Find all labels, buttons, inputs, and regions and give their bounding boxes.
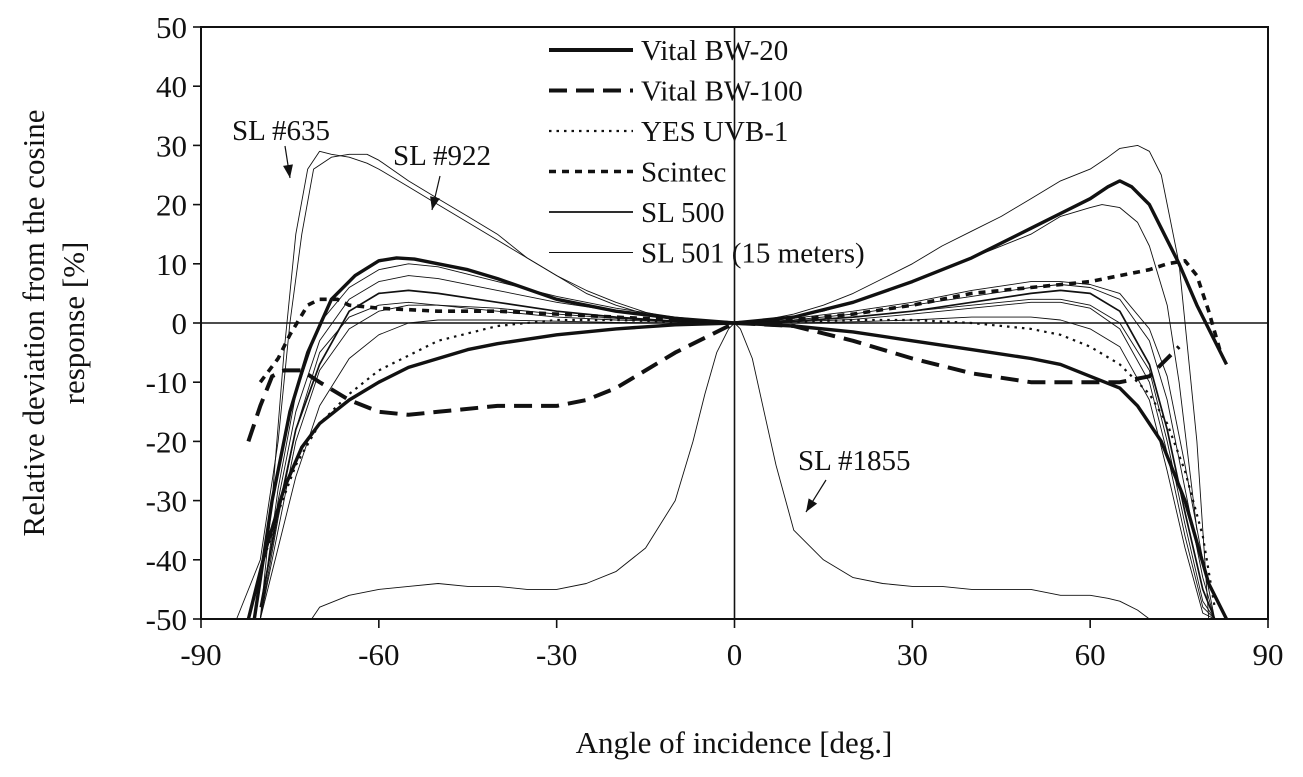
x-tick-label: 30 [897, 637, 928, 672]
annotation-arrowhead-0 [283, 164, 293, 178]
y-tick-label: -40 [146, 543, 187, 578]
y-tick-label: -10 [146, 365, 187, 400]
series-line-13 [311, 322, 1150, 619]
series-line-5 [259, 298, 1216, 619]
series-line-8 [259, 263, 1216, 619]
y-tick-label: -50 [146, 602, 187, 637]
x-tick-label: -90 [180, 637, 221, 672]
legend: Vital BW-20 Vital BW-100 YES UVB-1 Scintec S… [549, 35, 865, 270]
series-line-12 [259, 150, 1198, 619]
x-tick-label: 60 [1075, 637, 1106, 672]
annotation-label-1: SL #922 [393, 140, 491, 172]
series-line-7 [259, 301, 1216, 619]
series-line-1 [246, 321, 1181, 443]
y-tick-label: 20 [156, 188, 187, 223]
y-axis-label-line2: response [%] [56, 242, 91, 405]
annotations: SL #635 SL #922 SL #1855 [232, 115, 911, 513]
legend-label-1: Vital BW-100 [641, 76, 803, 108]
annotation-arrowhead-2 [806, 498, 818, 512]
legend-label-2: YES UVB-1 [641, 116, 788, 148]
annotation-label-2: SL #1855 [798, 445, 911, 477]
series-line-9 [259, 316, 1215, 619]
annotation-label-0: SL #635 [232, 115, 330, 147]
x-tick-label: -60 [358, 637, 399, 672]
x-axis-label: Angle of incidence [deg.] [576, 725, 893, 760]
series-line-0 [246, 321, 1229, 619]
annotation-arrowhead-1 [430, 196, 440, 210]
legend-label-3: Scintec [641, 157, 726, 189]
y-tick-label: 40 [156, 69, 187, 104]
x-tick-label: 0 [727, 637, 743, 672]
series-layer [236, 144, 1229, 619]
y-tick-label: 0 [172, 306, 188, 341]
ticks: -90 -60 -30 0 30 60 90 -50 -40 -30 -20 -10 0 10 20 30 40… [146, 10, 1284, 672]
legend-label-5: SL 501 (15 meters) [641, 238, 865, 270]
y-axis-label-line1: Relative deviation from the cosine [16, 110, 51, 537]
y-tick-label: 30 [156, 128, 187, 163]
series-line-6 [259, 275, 1216, 619]
x-tick-label: 90 [1253, 637, 1284, 672]
y-tick-label: -20 [146, 424, 187, 459]
series-line-11 [236, 144, 1210, 619]
y-tick-label: -30 [146, 484, 187, 519]
x-tick-label: -30 [536, 637, 577, 672]
legend-label-0: Vital BW-20 [641, 35, 788, 67]
series-line-4 [259, 289, 1216, 619]
legend-label-4: SL 500 [641, 197, 725, 229]
y-tick-label: 50 [156, 10, 187, 45]
series-line-2 [259, 318, 1216, 608]
y-tick-label: 10 [156, 247, 187, 282]
